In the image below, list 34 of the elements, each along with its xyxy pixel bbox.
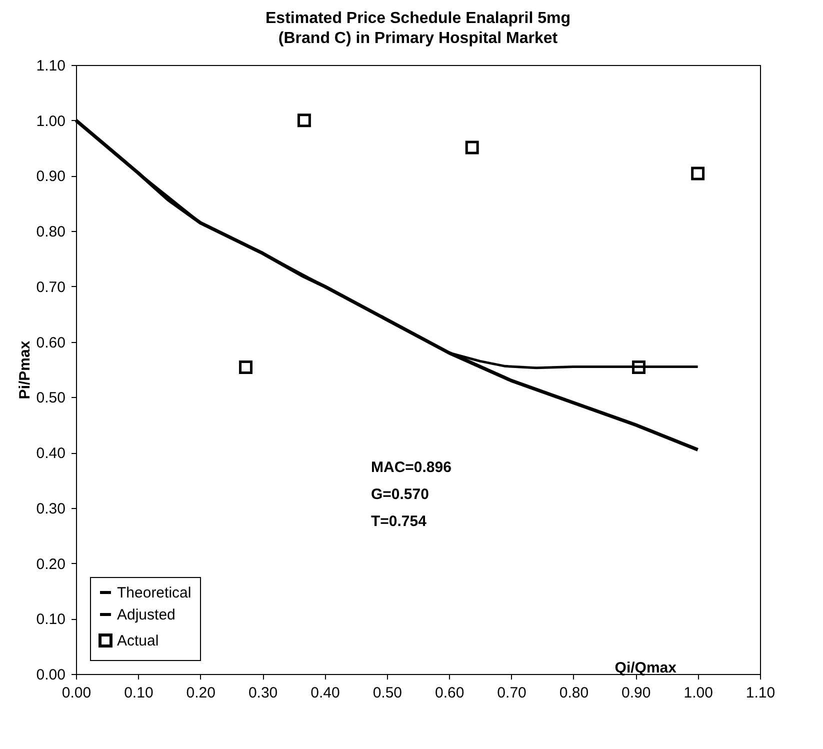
x-tick-label: 0.10 xyxy=(124,684,154,702)
y-tick-label: 0.60 xyxy=(36,334,66,352)
legend-label: Actual xyxy=(117,632,159,650)
y-tick-label: 0.30 xyxy=(36,500,66,518)
legend-label: Adjusted xyxy=(117,606,176,624)
y-tick-label: 0.70 xyxy=(36,278,66,296)
y-tick-label: 0.00 xyxy=(36,666,66,684)
chart-subtitle: (Brand C) in Primary Hospital Market xyxy=(278,30,558,47)
chart-title: Estimated Price Schedule Enalapril 5mg xyxy=(266,10,570,27)
y-tick-label: 0.50 xyxy=(36,390,66,407)
x-tick-label: 0.20 xyxy=(186,684,216,702)
x-tick-label: 0.30 xyxy=(248,684,278,702)
y-tick-label: 1.10 xyxy=(36,58,66,74)
x-tick-label: 0.80 xyxy=(559,684,589,702)
y-axis-title: Pi/Pmax xyxy=(16,340,34,400)
x-tick-label: 1.00 xyxy=(684,684,713,702)
x-tick-label: 0.60 xyxy=(434,684,464,702)
x-tick-label: 0.40 xyxy=(310,684,340,702)
x-tick-label: 1.10 xyxy=(746,684,776,702)
x-tick-label: 0.70 xyxy=(497,684,526,702)
y-tick-label: 0.10 xyxy=(36,611,66,628)
x-tick-label: 0.50 xyxy=(372,684,402,702)
legend-label: Theoretical xyxy=(117,584,192,602)
y-tick-label: 1.00 xyxy=(36,112,66,130)
annotation: G=0.570 xyxy=(371,486,429,503)
y-tick-label: 0.90 xyxy=(36,168,66,186)
y-tick-label: 0.20 xyxy=(36,556,66,573)
y-tick-label: 0.80 xyxy=(36,224,66,241)
annotation: MAC=0.896 xyxy=(371,459,452,476)
annotation: T=0.754 xyxy=(371,513,428,530)
y-tick-label: 0.40 xyxy=(36,445,66,462)
x-tick-label: 0.00 xyxy=(62,684,92,702)
x-tick-label: 0.90 xyxy=(622,684,651,702)
x-axis-title: Qi/Qmax xyxy=(614,660,678,676)
